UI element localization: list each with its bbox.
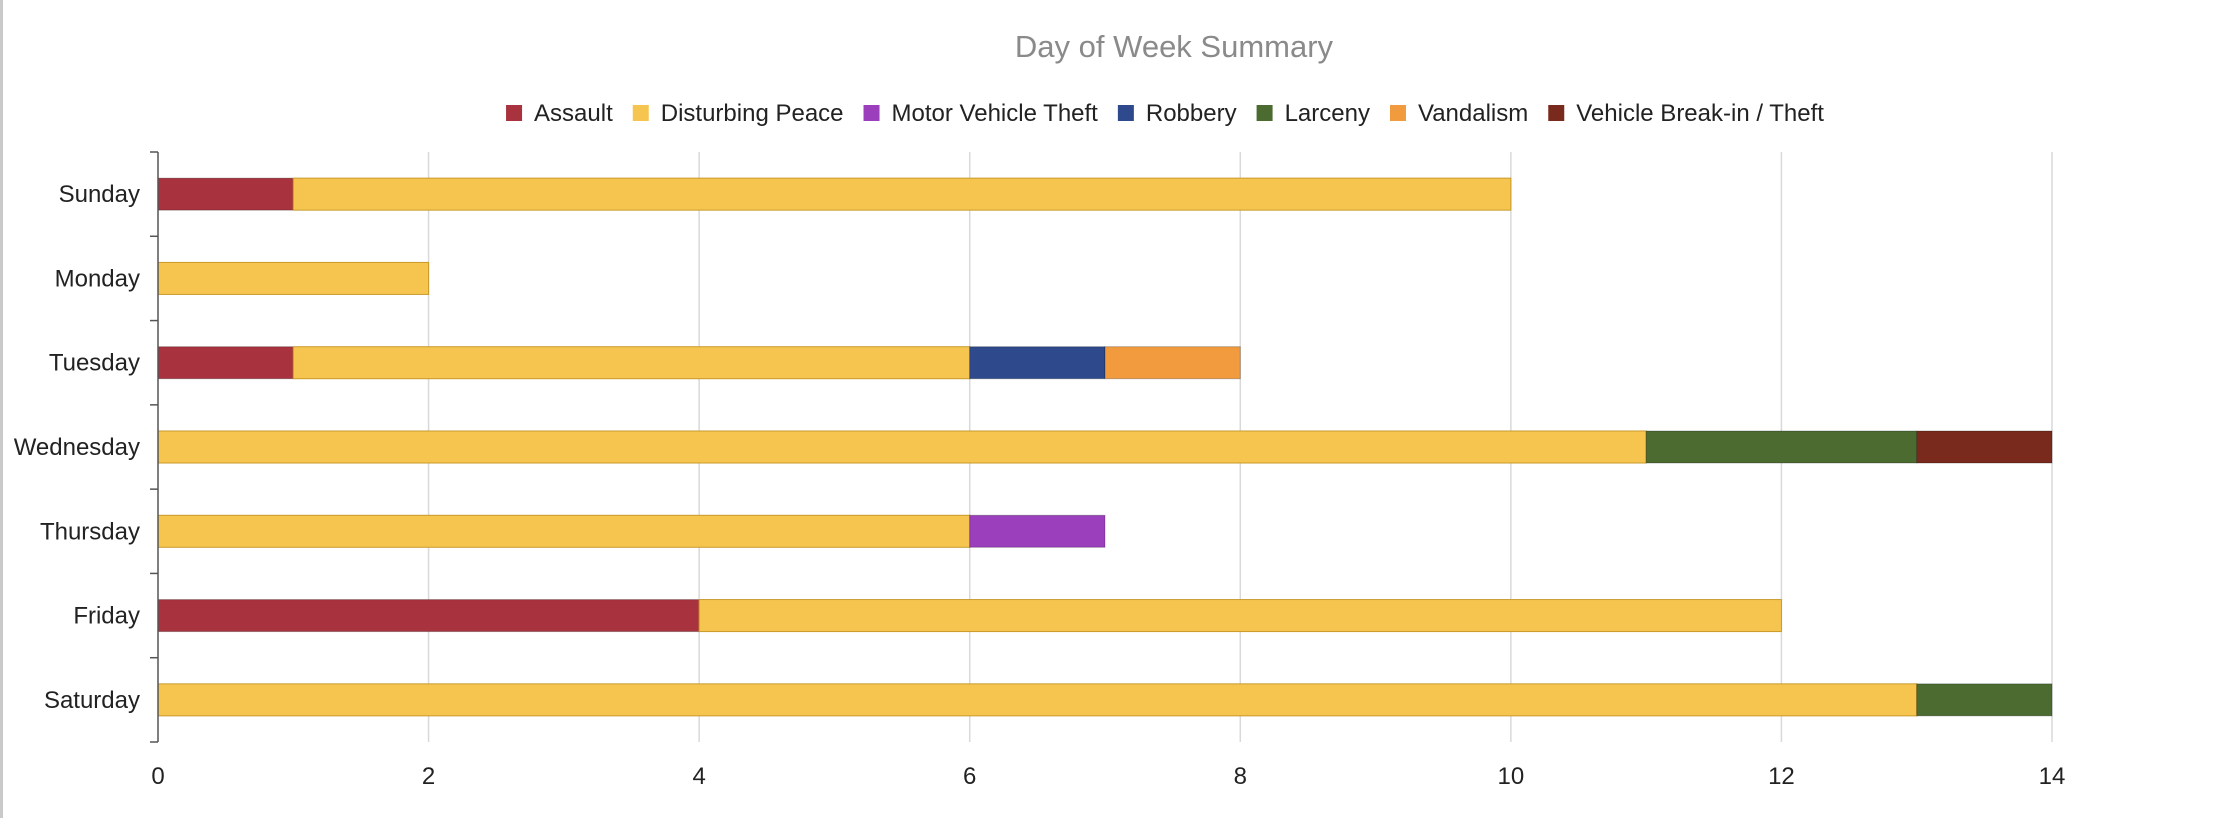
x-tick-label-10: 10 xyxy=(1498,763,1525,790)
bar-saturday-disturbing-peace xyxy=(157,683,1918,717)
legend-label-disturbing-peace: Disturbing Peace xyxy=(661,100,844,127)
legend-swatch-robbery xyxy=(1117,105,1134,121)
legend-label-robbery: Robbery xyxy=(1146,100,1237,127)
bar-friday-disturbing-peace xyxy=(698,599,1782,633)
y-tick-label-friday: Friday xyxy=(73,603,140,630)
legend-item-motor-vehicle-theft[interactable]: Motor Vehicle Theft xyxy=(863,100,1099,127)
legend-label-larceny: Larceny xyxy=(1285,100,1370,127)
legend-item-larceny[interactable]: Larceny xyxy=(1256,100,1370,127)
bar-tuesday-robbery xyxy=(969,346,1106,380)
bar-wednesday-larceny xyxy=(1645,430,1918,464)
legend-label-assault: Assault xyxy=(534,100,613,127)
legend-item-vandalism[interactable]: Vandalism xyxy=(1389,100,1528,127)
x-tick-label-14: 14 xyxy=(2039,763,2066,790)
bar-tuesday-disturbing-peace xyxy=(292,346,971,380)
y-tick-label-wednesday: Wednesday xyxy=(14,434,140,461)
bars xyxy=(157,177,2053,717)
x-tick-label-6: 6 xyxy=(963,763,976,790)
legend-swatch-vandalism xyxy=(1389,105,1406,121)
bar-wednesday-disturbing-peace xyxy=(157,430,1647,464)
bar-tuesday-assault xyxy=(157,346,294,380)
legend-item-assault[interactable]: Assault xyxy=(506,100,613,127)
bar-monday-disturbing-peace xyxy=(157,261,430,295)
chart-title: Day of Week Summary xyxy=(1015,29,1334,64)
x-tick-label-0: 0 xyxy=(151,763,164,790)
bar-thursday-disturbing-peace xyxy=(157,514,971,548)
x-tick-label-4: 4 xyxy=(692,763,705,790)
y-tick-label-tuesday: Tuesday xyxy=(49,350,140,377)
grid xyxy=(427,152,2053,742)
legend-item-robbery[interactable]: Robbery xyxy=(1117,100,1237,127)
axes: Sunday Monday Tuesday Wednesday Thursday Frid… xyxy=(14,151,2066,790)
legend-item-disturbing-peace[interactable]: Disturbing Peace xyxy=(632,100,844,127)
legend-label-vandalism: Vandalism xyxy=(1418,100,1528,127)
bar-sunday-assault xyxy=(157,177,294,211)
x-tick-label-12: 12 xyxy=(1768,763,1795,790)
legend: Assault Disturbing Peace Motor Vehicle The… xyxy=(506,100,1824,127)
y-tick-label-thursday: Thursday xyxy=(40,518,140,545)
bar-thursday-motor-vehicle-theft xyxy=(969,514,1106,548)
bar-friday-assault xyxy=(157,599,700,633)
legend-swatch-larceny xyxy=(1256,105,1273,121)
legend-label-motor-vehicle-theft: Motor Vehicle Theft xyxy=(892,100,1099,127)
y-tick-label-saturday: Saturday xyxy=(44,687,140,714)
bar-sunday-disturbing-peace xyxy=(292,177,1512,211)
bar-saturday-larceny xyxy=(1916,683,2053,717)
bar-tuesday-vandalism xyxy=(1104,346,1241,380)
window-edge xyxy=(0,0,3,818)
legend-swatch-motor-vehicle-theft xyxy=(863,105,880,121)
legend-item-vehicle-break-in-theft[interactable]: Vehicle Break-in / Theft xyxy=(1548,100,1824,127)
legend-swatch-vehicle-break-in-theft xyxy=(1548,105,1565,121)
x-tick-label-8: 8 xyxy=(1234,763,1247,790)
legend-swatch-disturbing-peace xyxy=(632,105,649,121)
y-tick-label-sunday: Sunday xyxy=(59,181,140,208)
y-tick-label-monday: Monday xyxy=(55,265,140,292)
legend-label-vehicle-break-in-theft: Vehicle Break-in / Theft xyxy=(1576,100,1824,127)
legend-swatch-assault xyxy=(506,105,523,121)
bar-wednesday-vehicle-break-in-theft xyxy=(1916,430,2053,464)
x-tick-label-2: 2 xyxy=(422,763,435,790)
